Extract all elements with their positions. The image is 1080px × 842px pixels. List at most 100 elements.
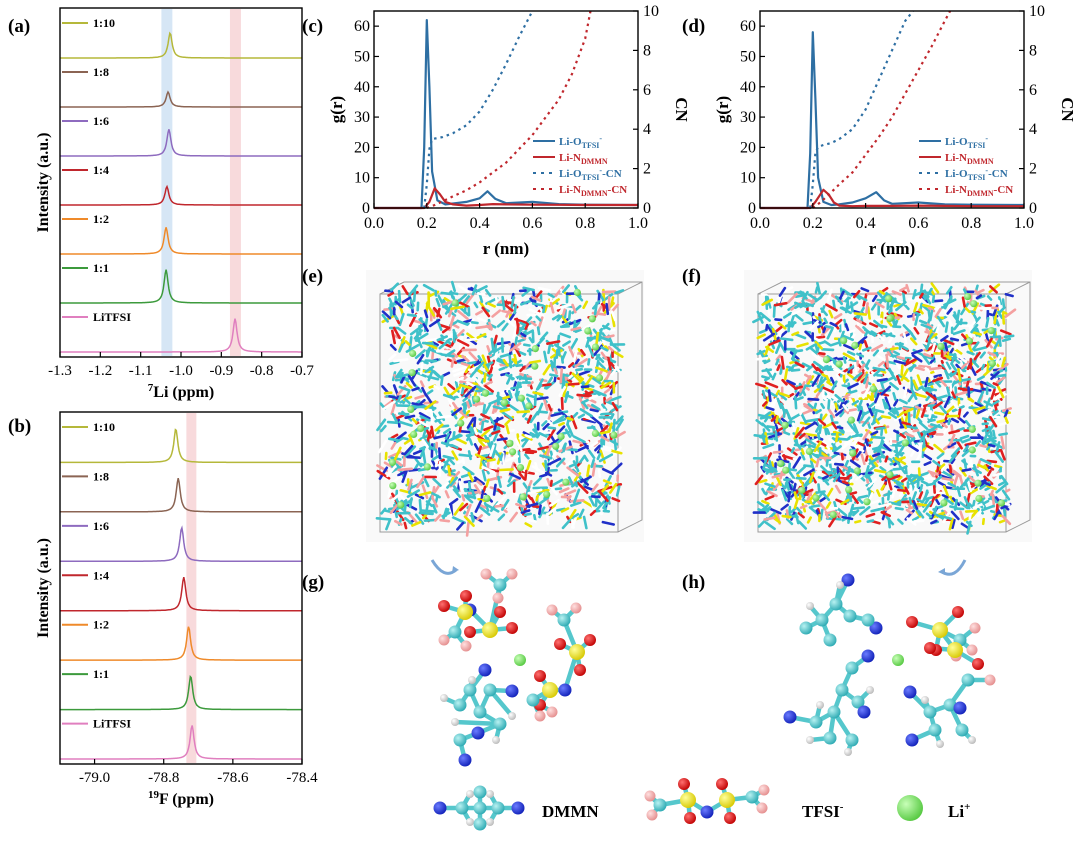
legend-label-2: Li-OTFSI--CN	[945, 166, 1008, 182]
y2-tick-label: 0	[1029, 200, 1037, 217]
legend-label-1: Li-NDMMN	[559, 152, 608, 166]
x-tick-label: 0.4	[470, 215, 490, 232]
y-tick-label: 20	[354, 139, 370, 156]
legend-sub: DMMN	[581, 189, 608, 198]
legend-sub: DMMN	[581, 157, 608, 166]
panel-b-label: (b)	[8, 416, 31, 437]
series-label-1:6: 1:6	[93, 519, 109, 533]
li-atom-icon	[897, 795, 923, 821]
legend-name: Li-O	[945, 168, 968, 180]
x-tick-label: 0.0	[750, 215, 770, 232]
y-tick-label: 10	[740, 170, 756, 187]
y2-tick-label: 0	[643, 200, 651, 217]
molecule-legend: DMMN TFSI- Li+	[433, 778, 970, 831]
tfsi-label-main: TFSI	[802, 802, 840, 821]
series-label-1:6: 1:6	[93, 114, 109, 128]
box-outline	[757, 281, 1031, 533]
y-tick-label: 0	[362, 200, 370, 217]
y2-tick-label: 10	[643, 3, 659, 20]
x-axis-label: 7Li (ppm)	[148, 382, 214, 401]
series-label-1:2: 1:2	[93, 618, 109, 632]
panel-c-label: (c)	[302, 16, 323, 37]
dmmn-atoms	[433, 785, 525, 831]
x-axis-label: r (nm)	[483, 239, 529, 258]
y2-tick-label: 4	[1029, 121, 1037, 138]
cluster-g-atoms	[438, 568, 596, 767]
y-tick-label: 30	[354, 109, 370, 126]
x-axis-label: 19F (ppm)	[148, 789, 214, 808]
solvation-structure-g	[438, 568, 596, 767]
y-tick-label: 50	[740, 48, 756, 65]
highlight-band-1	[229, 9, 241, 356]
panel-g-label: (g)	[302, 572, 324, 593]
legend-label-3: Li-NDMMN-CN	[945, 184, 1013, 198]
series-line-3	[426, 10, 592, 210]
li-label: Li+	[948, 801, 970, 821]
tfsi-label-sup: -	[840, 801, 844, 813]
x-tick-label: -0.8	[250, 363, 274, 379]
li-ions-layer	[777, 293, 1006, 519]
x-tick-label: 0.8	[961, 215, 981, 232]
panel-e-label: (e)	[302, 266, 323, 287]
x-axis-label-sup: 7	[148, 382, 154, 394]
legend-name: Li-N	[559, 184, 581, 196]
cluster-h-atoms	[783, 573, 996, 756]
series-label-1:1: 1:1	[93, 667, 109, 681]
legend-name: Li-N	[559, 152, 581, 164]
y-tick-label: 10	[354, 170, 370, 187]
series-line-1	[374, 187, 638, 210]
rdf-cn-chart-c: Li-OTFSI-Li-NDMMNLi-OTFSI--CNLi-NDMMN-CN…	[327, 3, 691, 258]
x-tick-label: 0.0	[364, 215, 384, 232]
y2-tick-label: 2	[643, 161, 651, 178]
y2-tick-label: 8	[1029, 42, 1037, 59]
x-tick-label: -0.9	[209, 363, 233, 379]
plot-frame	[373, 10, 639, 209]
tfsi-atoms	[644, 778, 770, 824]
x-tick-label: 0.6	[908, 215, 928, 232]
rdf-cn-chart-d: Li-OTFSI-Li-NDMMNLi-OTFSI--CNLi-NDMMN-CN…	[713, 3, 1077, 258]
x-tick-label: -1.2	[88, 363, 112, 379]
panel-h-label: (h)	[682, 572, 705, 593]
plot-frame	[59, 7, 303, 358]
y2-tick-label: 10	[1029, 3, 1045, 20]
series-line-0	[374, 19, 639, 210]
series-label-1:8: 1:8	[93, 65, 109, 79]
x-axis-label: r (nm)	[869, 239, 915, 258]
panel-f-label: (f)	[682, 266, 701, 287]
x-tick-label: 1.0	[628, 215, 648, 232]
legend-suffix: -CN	[994, 184, 1014, 196]
x-tick-label: 0.4	[856, 215, 876, 232]
y-axis-label: Intensity (a.u.)	[35, 132, 52, 232]
legend-name: Li-O	[945, 136, 968, 148]
x-tick-label: -1.0	[169, 363, 193, 379]
arrow-f-head	[938, 568, 945, 575]
legend-suffix: -CN	[602, 168, 622, 180]
x-tick-label: 0.6	[522, 215, 542, 232]
arrow-e-head	[452, 566, 459, 573]
y-tick-label: 40	[740, 79, 756, 96]
legend-label-2: Li-OTFSI--CN	[559, 166, 622, 182]
spectrum-1:4	[60, 184, 302, 206]
li7-nmr-chart: 1:10 1:8 1:6 1:4 1:2 1:1 LiTFSI -1.3 -1.2 -1.1 -1.…	[35, 7, 314, 401]
solvation-structure-h	[783, 573, 996, 756]
y-tick-label: 20	[740, 139, 756, 156]
legend-name: Li-O	[559, 168, 582, 180]
y-axis-label: g(r)	[713, 96, 732, 123]
legend-sup: -	[599, 134, 602, 143]
legend-sub: TFSI	[968, 141, 986, 150]
spectrum-1:1	[60, 269, 302, 304]
spectrum-1:6	[60, 525, 302, 563]
spectrum-1:2	[60, 626, 302, 661]
x-axis-label-main: F (ppm)	[159, 791, 214, 808]
y-axis-label: Intensity (a.u.)	[35, 538, 52, 638]
y-tick-label: 0	[748, 200, 756, 217]
legend-suffix: -CN	[608, 184, 628, 196]
x-tick-label: -1.3	[48, 363, 72, 379]
tfsi-molecule-icon	[644, 778, 770, 824]
legend-sup: -	[985, 134, 988, 143]
series-line-0	[760, 31, 1025, 210]
series-label-1:2: 1:2	[93, 212, 109, 226]
y-tick-label: 60	[354, 18, 370, 35]
legend-name: Li-N	[945, 184, 967, 196]
x-tick-label: -78.4	[286, 770, 318, 786]
